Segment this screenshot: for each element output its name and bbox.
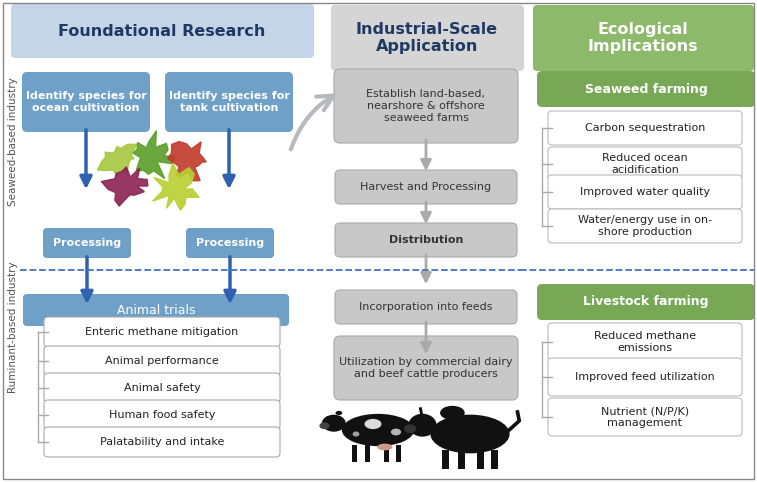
FancyBboxPatch shape — [11, 4, 314, 58]
Text: Animal performance: Animal performance — [105, 356, 219, 366]
Text: Nutrient (N/P/K)
management: Nutrient (N/P/K) management — [601, 406, 689, 428]
Polygon shape — [153, 163, 199, 210]
Ellipse shape — [391, 428, 401, 435]
Text: Processing: Processing — [53, 238, 121, 248]
Text: Improved water quality: Improved water quality — [580, 187, 710, 197]
Text: Industrial-Scale
Application: Industrial-Scale Application — [356, 22, 498, 54]
Text: Processing: Processing — [196, 238, 264, 248]
FancyBboxPatch shape — [165, 72, 293, 132]
FancyBboxPatch shape — [548, 323, 742, 361]
FancyBboxPatch shape — [22, 72, 150, 132]
Text: Animal trials: Animal trials — [117, 304, 195, 317]
FancyBboxPatch shape — [44, 317, 280, 347]
Bar — [384, 445, 389, 462]
Text: Ecological
Implications: Ecological Implications — [587, 22, 698, 54]
Ellipse shape — [353, 431, 360, 437]
Polygon shape — [133, 131, 175, 179]
Ellipse shape — [377, 443, 392, 450]
FancyBboxPatch shape — [23, 294, 289, 326]
Text: Establish land-based,
nearshore & offshore
seaweed farms: Establish land-based, nearshore & offsho… — [366, 89, 485, 122]
Text: Identify species for
ocean cultivation: Identify species for ocean cultivation — [26, 91, 146, 113]
Bar — [477, 450, 484, 469]
Text: Foundational Research: Foundational Research — [58, 24, 266, 39]
Ellipse shape — [431, 415, 509, 454]
FancyBboxPatch shape — [44, 427, 280, 457]
Ellipse shape — [319, 422, 329, 429]
Text: Improved feed utilization: Improved feed utilization — [575, 372, 715, 382]
Ellipse shape — [335, 411, 342, 415]
FancyBboxPatch shape — [537, 284, 755, 320]
Bar — [365, 445, 370, 462]
Ellipse shape — [404, 424, 416, 433]
FancyBboxPatch shape — [537, 71, 755, 107]
FancyBboxPatch shape — [335, 170, 517, 204]
Ellipse shape — [342, 414, 414, 446]
Ellipse shape — [440, 406, 465, 420]
Bar — [352, 445, 357, 462]
Polygon shape — [98, 144, 137, 175]
Text: Ruminant-based industry: Ruminant-based industry — [8, 261, 18, 393]
FancyBboxPatch shape — [548, 398, 742, 436]
FancyBboxPatch shape — [548, 147, 742, 181]
FancyBboxPatch shape — [548, 111, 742, 145]
Text: Incorporation into feeds: Incorporation into feeds — [360, 302, 493, 312]
FancyBboxPatch shape — [548, 175, 742, 209]
Polygon shape — [101, 167, 148, 206]
Bar — [458, 450, 465, 469]
Bar — [442, 450, 449, 469]
Text: Reduced methane
emissions: Reduced methane emissions — [594, 331, 696, 353]
FancyBboxPatch shape — [44, 373, 280, 403]
Text: Water/energy use in on-
shore production: Water/energy use in on- shore production — [578, 215, 712, 237]
Ellipse shape — [408, 414, 437, 437]
Text: Enteric methane mitigation: Enteric methane mitigation — [86, 327, 238, 337]
FancyBboxPatch shape — [331, 5, 524, 71]
Text: Human food safety: Human food safety — [109, 410, 215, 420]
FancyBboxPatch shape — [334, 69, 518, 143]
Text: Animal safety: Animal safety — [123, 383, 201, 393]
FancyBboxPatch shape — [43, 228, 131, 258]
Text: Livestock farming: Livestock farming — [583, 295, 709, 308]
FancyBboxPatch shape — [44, 346, 280, 376]
Text: Reduced ocean
acidification: Reduced ocean acidification — [602, 153, 688, 175]
Text: Harvest and Processing: Harvest and Processing — [360, 182, 491, 192]
Text: Seaweed farming: Seaweed farming — [584, 82, 707, 95]
Bar — [491, 450, 498, 469]
FancyBboxPatch shape — [548, 209, 742, 243]
FancyBboxPatch shape — [334, 336, 518, 400]
Text: Palatability and intake: Palatability and intake — [100, 437, 224, 447]
Text: Identify species for
tank cultivation: Identify species for tank cultivation — [169, 91, 289, 113]
Bar — [396, 445, 401, 462]
Text: Seaweed-based industry: Seaweed-based industry — [8, 78, 18, 206]
Polygon shape — [168, 142, 206, 181]
Text: Carbon sequestration: Carbon sequestration — [585, 123, 706, 133]
FancyBboxPatch shape — [533, 5, 754, 71]
Text: Utilization by commercial dairy
and beef cattle producers: Utilization by commercial dairy and beef… — [339, 357, 512, 379]
FancyBboxPatch shape — [186, 228, 274, 258]
Text: Distribution: Distribution — [389, 235, 463, 245]
FancyBboxPatch shape — [44, 400, 280, 430]
FancyBboxPatch shape — [335, 290, 517, 324]
FancyBboxPatch shape — [335, 223, 517, 257]
Ellipse shape — [365, 419, 382, 429]
FancyBboxPatch shape — [548, 358, 742, 396]
Ellipse shape — [322, 415, 346, 432]
